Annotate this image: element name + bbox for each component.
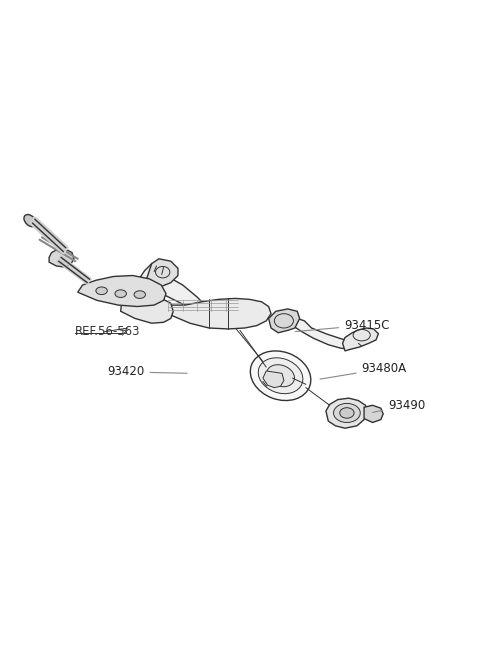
Ellipse shape: [134, 291, 145, 298]
Polygon shape: [343, 328, 378, 351]
Polygon shape: [140, 264, 202, 309]
Polygon shape: [159, 298, 271, 329]
Text: 93420: 93420: [108, 365, 187, 379]
Polygon shape: [147, 259, 178, 287]
Text: REF.56-563: REF.56-563: [75, 325, 141, 338]
Polygon shape: [120, 296, 173, 323]
Ellipse shape: [24, 215, 36, 227]
Ellipse shape: [250, 351, 311, 401]
Polygon shape: [364, 405, 383, 422]
Polygon shape: [290, 318, 350, 350]
Ellipse shape: [334, 403, 360, 422]
Text: 93415C: 93415C: [295, 319, 390, 332]
Polygon shape: [78, 276, 166, 306]
Ellipse shape: [340, 407, 354, 418]
Text: 93490: 93490: [372, 399, 425, 413]
Polygon shape: [326, 398, 368, 428]
Ellipse shape: [96, 287, 108, 295]
Polygon shape: [263, 371, 284, 388]
Ellipse shape: [115, 290, 126, 297]
Polygon shape: [49, 249, 74, 267]
Polygon shape: [269, 309, 300, 333]
Ellipse shape: [258, 358, 303, 394]
Ellipse shape: [266, 365, 295, 387]
Text: 93480A: 93480A: [320, 362, 407, 379]
